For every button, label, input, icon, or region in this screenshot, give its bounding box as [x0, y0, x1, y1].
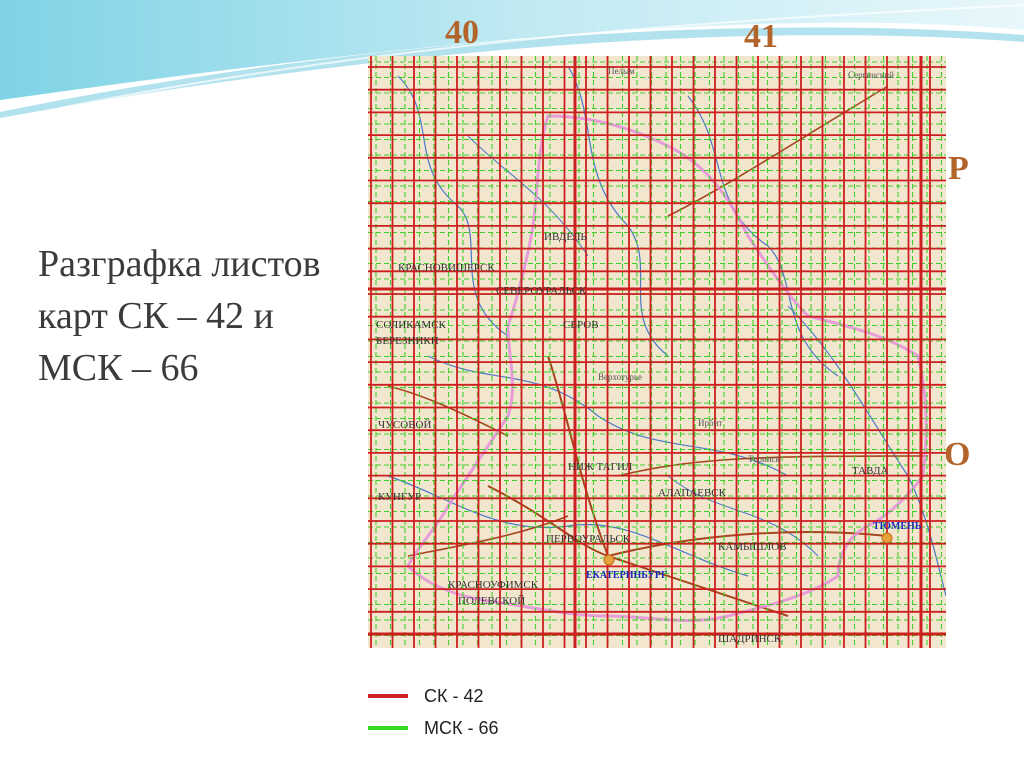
legend-swatch-msk66 — [368, 726, 408, 730]
cities-layer: ЕКАТЕРИНБУРГ ТЮМЕНЬ — [586, 521, 922, 581]
place-label: АЛАПАЕВСК — [658, 487, 727, 499]
place-label: СЕРОВ — [563, 319, 599, 331]
zone-label-p: Р — [948, 150, 969, 187]
place-label: ШАДРИНСК — [718, 633, 782, 645]
zone-label-40: 40 — [445, 14, 479, 51]
place-label: ЧУСОВОЙ — [378, 419, 431, 431]
place-label: КУНГУР — [378, 491, 421, 503]
map-image: ЕКАТЕРИНБУРГ ТЮМЕНЬ ИВДЕЛЬ СЕВЕРОУРАЛЬСК С… — [368, 56, 946, 648]
legend-item-msk66: МСК - 66 — [368, 712, 499, 744]
place-labels-layer: ИВДЕЛЬ СЕВЕРОУРАЛЬСК СЕРОВ НИЖ ТАГИЛ АЛАПАЕВ… — [376, 66, 894, 645]
place-label: ТАВДА — [852, 465, 889, 477]
legend-label-msk66: МСК - 66 — [424, 717, 499, 738]
place-label: СОЛИКАМСК — [376, 319, 447, 331]
zone-label-o: О — [944, 436, 971, 473]
legend-label-sk42: СК - 42 — [424, 685, 484, 706]
place-label: КАМЫШЛОВ — [718, 541, 787, 553]
place-label: БЕРЕЗНИКИ — [376, 335, 439, 347]
zone-label-41: 41 — [744, 18, 778, 55]
sk42-grid — [368, 56, 946, 648]
legend-swatch-sk42 — [368, 694, 408, 698]
oblast-boundary — [406, 114, 928, 622]
place-label: КРАСНОВИШЕРСК — [398, 262, 495, 274]
place-label: Пелым — [608, 66, 635, 76]
place-label: НИЖ ТАГИЛ — [568, 461, 633, 473]
map-background — [368, 56, 946, 648]
city-marker-tyumen — [881, 532, 893, 544]
place-label: ИВДЕЛЬ — [544, 231, 587, 243]
city-label-tyumen: ТЮМЕНЬ — [873, 521, 922, 532]
place-label: ПЕРВОУРАЛЬСК — [546, 533, 631, 545]
header-wave-decoration — [0, 0, 1024, 118]
city-marker-ekaterinburg — [603, 554, 615, 566]
place-label: СЕВЕРОУРАЛЬСК — [496, 285, 587, 297]
place-label: Туринск — [748, 454, 781, 464]
legend-item-sk42: СК - 42 — [368, 680, 499, 712]
place-label: ПОЛЕВСКОЙ — [458, 595, 525, 607]
map-legend: СК - 42 МСК - 66 — [368, 680, 499, 744]
place-label: Верхотурье — [598, 372, 642, 382]
place-label: КРАСНОУФИМСК — [448, 579, 539, 591]
place-label: Сергинский — [848, 70, 894, 80]
slide-title: Разграфка листов карт СК – 42 и МСК – 66 — [38, 243, 321, 389]
place-label: Ирбит — [698, 418, 722, 428]
map-svg: ЕКАТЕРИНБУРГ ТЮМЕНЬ ИВДЕЛЬ СЕВЕРОУРАЛЬСК С… — [368, 56, 946, 648]
city-label-ekaterinburg: ЕКАТЕРИНБУРГ — [586, 570, 667, 581]
